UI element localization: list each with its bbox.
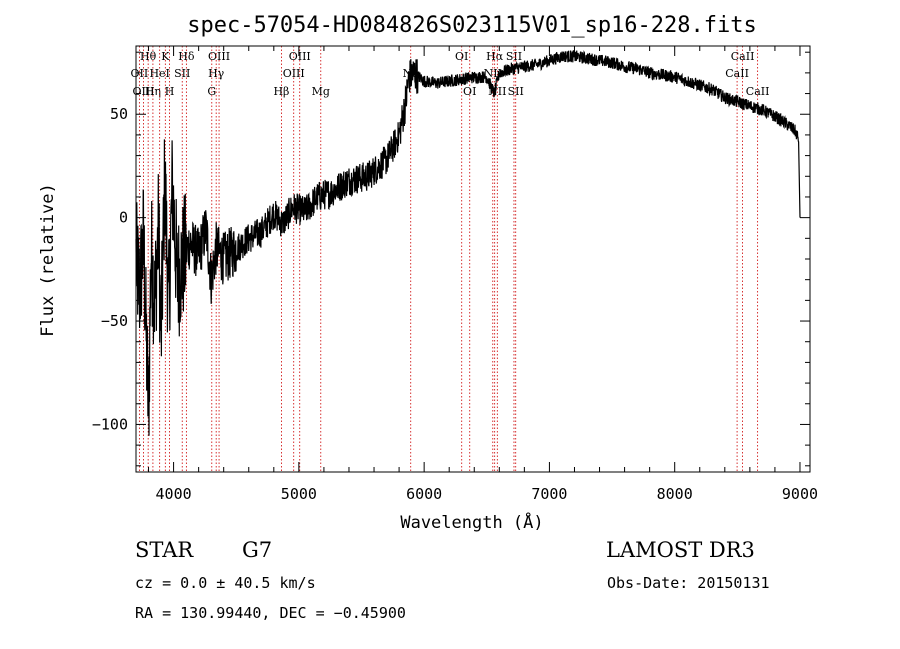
line-h-alpha-label: Hα: [486, 50, 504, 63]
axis-ticks: 4000 5000 6000 7000 8000 9000 −100 −50 0 50: [92, 46, 818, 503]
line-g-label: G: [207, 85, 216, 98]
line-sii-b-label: SII: [508, 85, 524, 98]
line-oiii-uv-label: OIII: [132, 85, 154, 98]
y-tick-label: 50: [110, 105, 128, 123]
line-h-delta-label: Hδ: [178, 50, 195, 63]
y-axis-label: Flux (relative): [38, 183, 58, 337]
y-tick-label: −100: [92, 415, 128, 433]
line-h-theta-label: Hθ: [140, 50, 157, 63]
line-hei-label: HeI: [149, 67, 169, 80]
x-tick-label: 9000: [782, 485, 818, 503]
y-tick-label: −50: [101, 312, 128, 330]
line-h-eta-label: Hη: [145, 85, 161, 98]
line-oi-b-label: OI: [463, 85, 476, 98]
line-oiii-c-label: OIII: [283, 67, 305, 80]
line-caii-b-label: CaII: [725, 67, 749, 80]
line-sii-blue-label: SII: [174, 67, 190, 80]
line-oiii-a-label: OIII: [208, 50, 230, 63]
x-tick-label: 8000: [657, 485, 693, 503]
line-oii-label: OII: [131, 67, 149, 80]
x-tick-label: 6000: [406, 485, 442, 503]
spectrum-series-line: [135, 50, 801, 436]
y-tick-label: 0: [119, 209, 128, 227]
line-caii-a-label: CaII: [731, 50, 755, 63]
redshift-readout: cz = 0.0 ± 40.5 km/s: [135, 574, 316, 592]
line-h-label: H: [165, 85, 175, 98]
line-caii-c-label: CaII: [746, 85, 770, 98]
coordinates-readout: RA = 130.99440, DEC = −0.45900: [135, 604, 406, 622]
object-class: STAR: [135, 538, 194, 562]
x-tick-label: 7000: [531, 485, 567, 503]
line-oi-a-label: OI: [455, 50, 468, 63]
line-k-label: K: [161, 50, 170, 63]
line-h-beta-label: Hβ: [273, 85, 289, 98]
line-oiii-b-label: OIII: [289, 50, 311, 63]
line-mg-label: Mg: [312, 85, 330, 98]
x-tick-label: 4000: [156, 485, 192, 503]
line-sii-a-label: SII: [506, 50, 522, 63]
x-axis-label: Wavelength (Å): [400, 511, 543, 533]
object-subclass: G7: [242, 538, 273, 562]
survey-name: LAMOST DR3: [606, 538, 755, 562]
chart-title: spec-57054-HD084826S023115V01_sp16-228.f…: [187, 13, 757, 38]
line-h-gamma-label: Hγ: [208, 67, 225, 80]
x-tick-label: 5000: [281, 485, 317, 503]
observation-date: Obs-Date: 20150131: [607, 574, 770, 592]
